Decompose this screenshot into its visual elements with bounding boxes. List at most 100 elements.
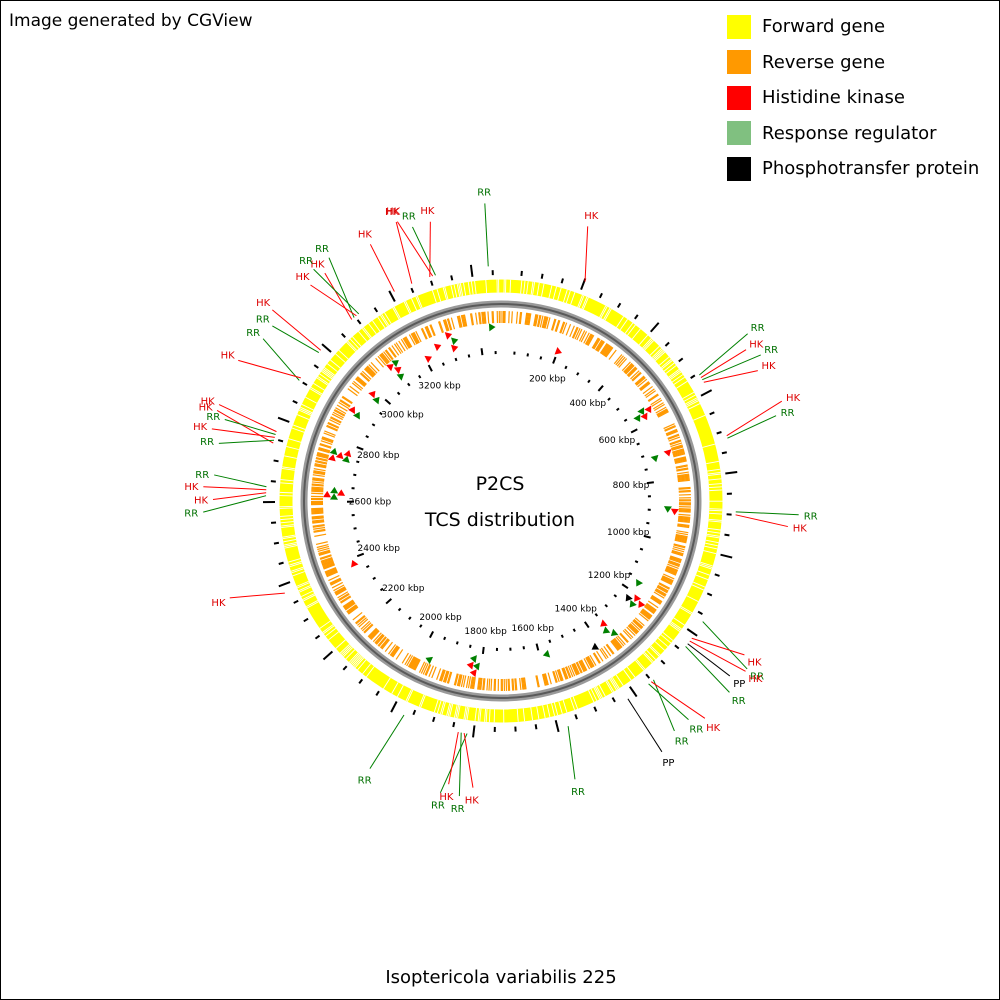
forward-gene-gap <box>455 705 460 718</box>
reverse-gene <box>312 524 325 528</box>
reverse-gene <box>381 639 390 650</box>
forward-gene-gap <box>442 287 447 300</box>
reverse-gene <box>669 557 682 563</box>
reverse-gene <box>420 662 427 674</box>
forward-gene-gap <box>605 680 613 693</box>
tcs-marker-rr <box>469 655 477 664</box>
reverse-gene <box>318 550 331 556</box>
reverse-gene <box>524 312 528 325</box>
forward-gene-gap <box>603 307 611 320</box>
forward-gene-gap <box>707 473 721 477</box>
reverse-gene <box>472 677 476 690</box>
forward-gene-gap <box>280 518 294 521</box>
forward-gene-gap <box>563 289 568 303</box>
forward-gene-gap <box>281 525 295 529</box>
inner-tick-minor <box>396 391 401 396</box>
reverse-gene <box>677 525 690 529</box>
reverse-gene <box>627 625 638 635</box>
reverse-gene <box>320 555 332 560</box>
forward-gene-gap <box>523 280 526 294</box>
forward-gene-gap <box>465 706 468 720</box>
callout-line <box>211 428 275 438</box>
forward-gene-gap <box>676 380 688 389</box>
reverse-gene <box>331 581 344 589</box>
organism-name: Isoptericola variabilis 225 <box>385 967 617 988</box>
callout-line <box>395 221 413 284</box>
reverse-gene <box>390 645 399 657</box>
legend-label: Histidine kinase <box>762 87 905 109</box>
kbp-tick-label: 2400 kbp <box>358 544 401 554</box>
forward-gene-gap <box>610 677 619 690</box>
reverse-gene <box>626 366 637 376</box>
callout-label: HK <box>761 361 776 372</box>
reverse-gene <box>650 397 662 406</box>
tcs-marker-hk <box>327 454 336 462</box>
reverse-gene <box>328 574 340 582</box>
forward-gene-gap <box>679 607 692 615</box>
forward-gene-gap <box>709 486 723 489</box>
outer-tick-minor <box>674 644 680 650</box>
reverse-gene <box>438 321 444 333</box>
forward-gene-gap <box>403 301 411 314</box>
reverse-gene <box>519 312 523 325</box>
callout-label: HK <box>221 351 236 362</box>
reverse-gene <box>671 550 684 556</box>
reverse-gene <box>632 620 642 630</box>
forward-gene-gap <box>458 283 462 297</box>
reverse-gene <box>347 605 358 614</box>
callout-label: RR <box>206 412 220 423</box>
forward-gene-gap <box>453 284 458 298</box>
reverse-gene <box>508 311 510 324</box>
reverse-gene <box>377 355 387 366</box>
outer-tick-minor <box>706 592 713 597</box>
reverse-gene <box>569 325 575 338</box>
reverse-gene <box>355 614 366 624</box>
reverse-gene <box>644 388 655 397</box>
reverse-gene <box>311 490 324 493</box>
forward-gene-gap <box>418 694 425 707</box>
reverse-gene <box>542 316 547 329</box>
reverse-gene <box>591 337 599 349</box>
tcs-marker-rr <box>633 414 641 422</box>
forward-gene-gap <box>459 283 464 297</box>
reverse-gene <box>619 633 629 644</box>
reverse-gene <box>391 345 400 356</box>
reverse-gene <box>657 585 669 593</box>
outer-tick-minor <box>277 439 284 443</box>
tcs-callouts: HKRRHKRRHKHKRRRRHKRRHKHKPPRRRRHKRRPPRRRR… <box>184 187 817 815</box>
callout-line <box>313 268 360 315</box>
reverse-gene <box>555 320 561 332</box>
outer-tick-minor <box>598 292 603 299</box>
forward-gene-gap <box>686 398 698 406</box>
reverse-gene <box>611 639 621 650</box>
reverse-gene <box>335 587 347 595</box>
reverse-gene <box>395 649 404 660</box>
reverse-gene <box>606 643 615 655</box>
tcs-marker-hk <box>343 449 352 458</box>
reverse-gene <box>673 453 686 458</box>
reverse-gene <box>675 465 688 469</box>
reverse-gene <box>343 601 355 609</box>
reverse-gene <box>605 347 614 358</box>
forward-gene-gap <box>616 316 624 328</box>
reverse-gene <box>366 366 376 376</box>
reverse-gene <box>370 361 380 372</box>
forward-gene-gap <box>353 656 363 667</box>
reverse-gene <box>369 629 379 640</box>
reverse-gene <box>431 666 437 679</box>
outer-tick-major <box>278 581 291 588</box>
legend-swatch <box>727 50 751 75</box>
forward-gene-gap <box>670 371 682 380</box>
reverse-gene <box>326 425 338 432</box>
reverse-gene <box>632 372 642 382</box>
forward-gene-gap <box>280 515 294 517</box>
outer-tick-minor <box>356 319 362 325</box>
reverse-gene <box>665 567 678 573</box>
reverse-gene <box>593 652 601 664</box>
reverse-gene <box>446 671 452 684</box>
inner-tick-minor <box>587 379 591 384</box>
forward-gene-gap <box>642 338 652 349</box>
outer-tick-minor <box>560 278 564 284</box>
kbp-tick-label: 2600 kbp <box>349 498 392 508</box>
reverse-gene <box>413 331 420 344</box>
